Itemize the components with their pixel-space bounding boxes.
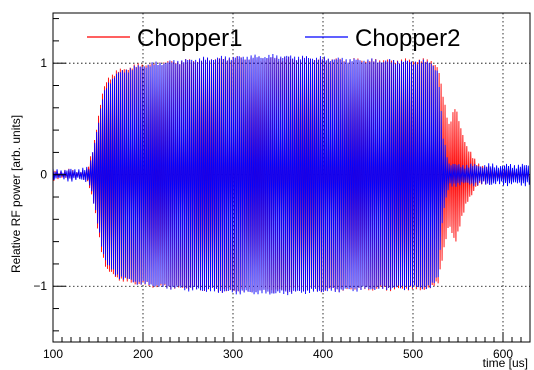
y-tick-label: 0 (40, 168, 47, 182)
legend-label-chopper2: Chopper2 (355, 25, 460, 52)
x-tick-label: 600 (493, 347, 513, 361)
x-tick-label: 500 (403, 347, 423, 361)
y-tick-label: −1 (33, 279, 47, 293)
tick-labels: 100 200 300 400 500 600 −1 0 1 (33, 56, 513, 361)
ticks (52, 18, 531, 342)
legend: Chopper1 Chopper2 (87, 25, 460, 52)
x-tick-label: 300 (223, 347, 243, 361)
series-layer (52, 53, 530, 296)
x-tick-label: 200 (133, 347, 153, 361)
y-tick-label: 1 (40, 56, 47, 70)
series-line-chopper2 (52, 53, 530, 296)
legend-label-chopper1: Chopper1 (137, 25, 242, 52)
x-tick-label: 100 (43, 347, 63, 361)
y-axis-title: Relative RF power [arb. units] (9, 115, 23, 273)
x-tick-label: 400 (313, 347, 333, 361)
x-axis-title: time [us] (483, 356, 528, 370)
plot-frame (52, 12, 531, 343)
